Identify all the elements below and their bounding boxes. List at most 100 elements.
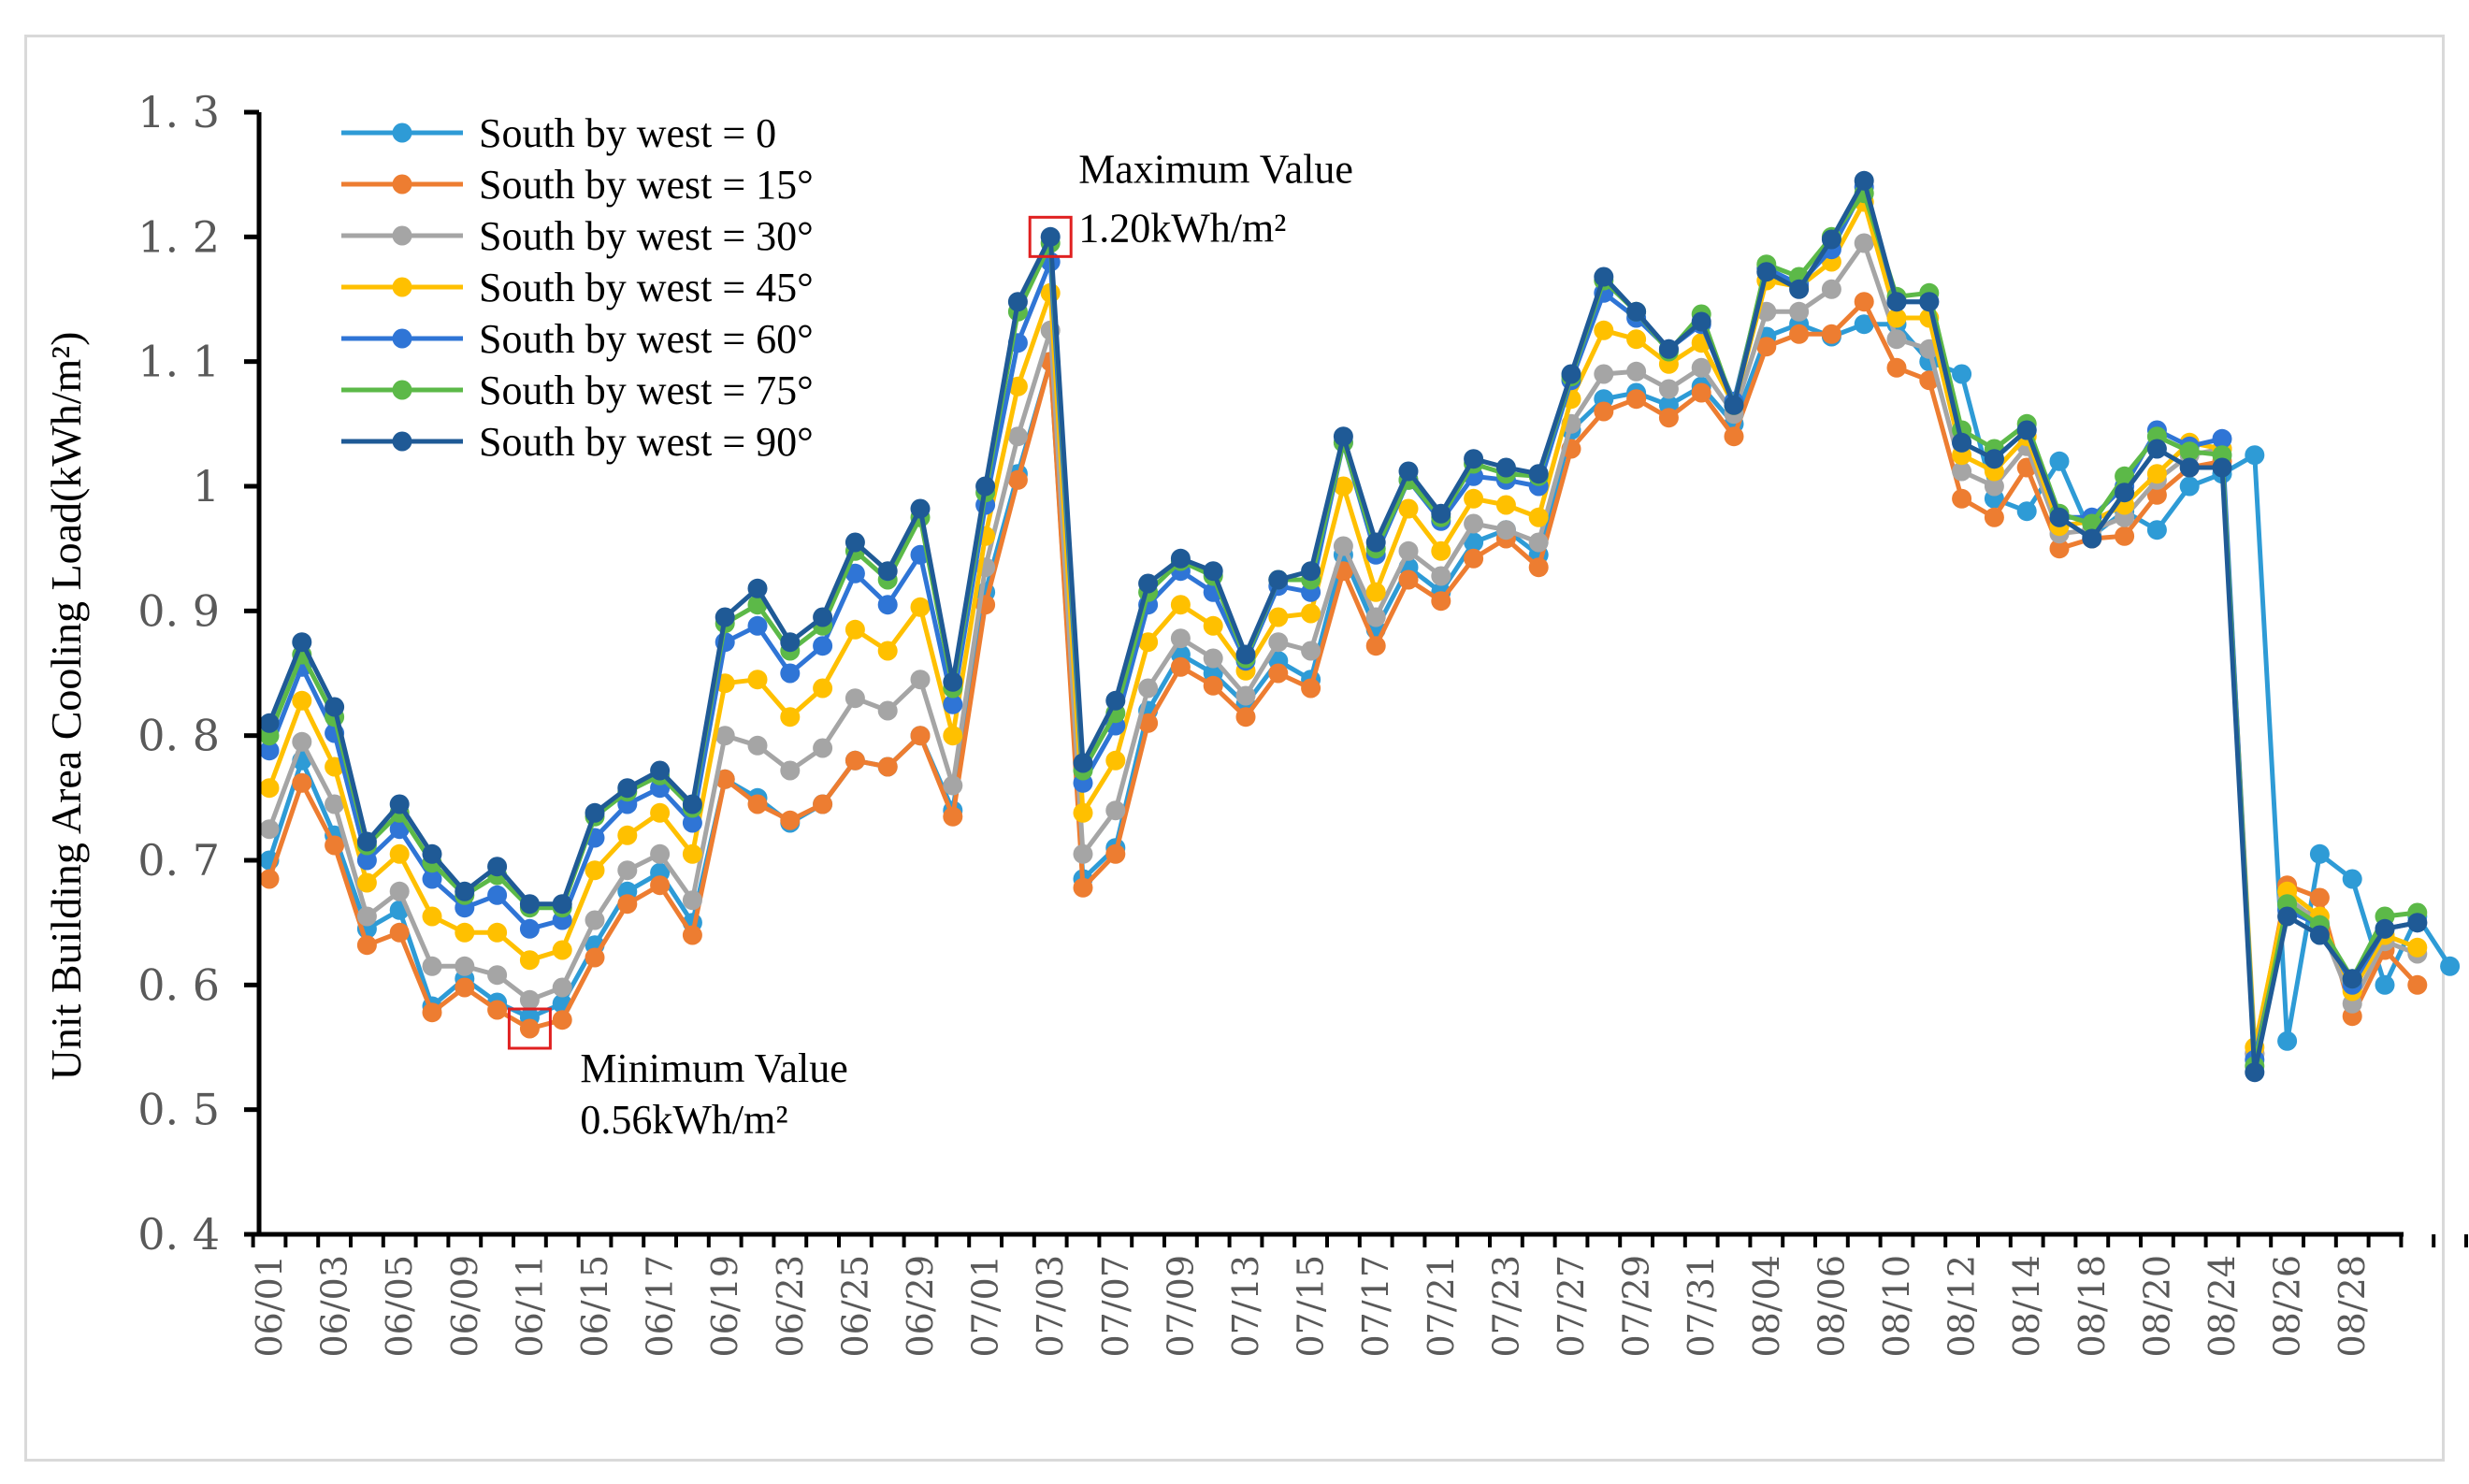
data-point	[1919, 292, 1940, 312]
data-point	[1594, 320, 1614, 340]
data-point	[2146, 520, 2167, 540]
data-point	[2309, 887, 2330, 908]
legend-label: South by west = 75°	[479, 367, 814, 413]
data-point	[1398, 540, 1419, 561]
series-6	[259, 170, 2428, 1083]
data-point	[1105, 750, 1126, 771]
data-point	[519, 894, 540, 915]
x-tick-label: 08/20	[2136, 1255, 2177, 1358]
data-point	[422, 906, 442, 927]
data-point	[1854, 170, 1874, 191]
data-point	[1268, 632, 1289, 653]
data-point	[877, 561, 898, 582]
data-point	[2082, 528, 2102, 549]
data-point	[1594, 401, 1614, 422]
data-point	[715, 726, 735, 746]
data-point	[2115, 466, 2135, 486]
data-point	[1105, 690, 1126, 711]
data-point	[455, 922, 475, 943]
data-point	[910, 726, 931, 746]
data-point	[1626, 361, 1647, 382]
data-point	[1170, 595, 1191, 615]
data-point	[1854, 314, 1874, 335]
data-point	[389, 794, 410, 814]
data-point	[1886, 292, 1907, 312]
data-point	[487, 965, 508, 986]
data-point	[1495, 495, 1516, 515]
x-tick-label: 06/17	[640, 1255, 681, 1358]
legend-marker	[392, 174, 412, 195]
data-point	[519, 1018, 540, 1039]
data-point	[1333, 426, 1353, 447]
data-point	[422, 1002, 442, 1023]
data-point	[1626, 389, 1647, 410]
x-tick-label: 07/09	[1160, 1255, 1201, 1358]
axes	[256, 112, 2404, 1237]
x-tick-label: 08/14	[2006, 1255, 2047, 1358]
data-point	[1365, 532, 1386, 553]
data-point	[747, 578, 768, 598]
x-tick-label: 08/04	[1746, 1255, 1787, 1358]
data-point	[1528, 464, 1549, 484]
data-point	[1007, 469, 1028, 490]
data-point	[259, 869, 280, 889]
data-point	[747, 615, 768, 636]
data-point	[2407, 937, 2428, 958]
data-point	[845, 563, 865, 584]
data-point	[2179, 441, 2200, 462]
data-point	[1594, 267, 1614, 287]
data-point	[1528, 532, 1549, 553]
data-point	[2016, 501, 2037, 522]
data-point	[617, 825, 638, 845]
max-annotation-value: 1.20kWh/m²	[1078, 205, 1286, 251]
max-highlight-box	[1028, 215, 1073, 258]
data-point	[1138, 678, 1159, 699]
data-point	[1756, 337, 1777, 357]
data-point	[455, 956, 475, 976]
data-point	[1528, 557, 1549, 578]
data-point	[552, 977, 572, 998]
data-point	[356, 935, 377, 956]
data-point	[1821, 324, 1841, 344]
data-point	[1365, 607, 1386, 627]
data-point	[682, 813, 702, 833]
data-point	[487, 857, 508, 877]
y-tick-label: 1. 3	[137, 87, 220, 137]
data-point	[747, 735, 768, 756]
data-point	[259, 741, 280, 761]
data-point	[2309, 843, 2330, 864]
data-point	[389, 881, 410, 901]
data-point	[2245, 1062, 2265, 1083]
data-point	[1952, 364, 1972, 384]
x-tick-label: 06/15	[574, 1255, 615, 1358]
min-annotation-title: Minimum Value	[580, 1045, 847, 1091]
series-1	[259, 292, 2428, 1064]
data-point	[1203, 675, 1223, 696]
x-tick-label: 07/15	[1291, 1255, 1332, 1358]
data-point	[259, 713, 280, 733]
x-tick-label: 08/18	[2072, 1255, 2113, 1358]
data-point	[1984, 476, 2004, 497]
data-point	[2309, 925, 2330, 945]
x-tick-label: 06/09	[444, 1255, 485, 1358]
x-tick-label: 06/29	[900, 1255, 941, 1358]
data-point	[877, 641, 898, 661]
y-tick-label: 0. 4	[137, 1209, 220, 1260]
data-point	[1886, 329, 1907, 350]
data-point	[1658, 339, 1679, 359]
x-tick-label: 07/01	[965, 1255, 1006, 1358]
x-tick-label: 07/31	[1681, 1255, 1722, 1358]
data-point	[1431, 540, 1451, 561]
data-point	[356, 906, 377, 927]
data-point	[1268, 607, 1289, 627]
data-point	[780, 707, 801, 728]
data-point	[1040, 226, 1061, 247]
data-point	[1789, 301, 1810, 322]
legend-marker	[392, 225, 412, 246]
data-point	[1626, 329, 1647, 350]
data-point	[747, 794, 768, 814]
data-point	[1821, 229, 1841, 250]
data-point	[455, 977, 475, 998]
data-point	[585, 910, 605, 930]
